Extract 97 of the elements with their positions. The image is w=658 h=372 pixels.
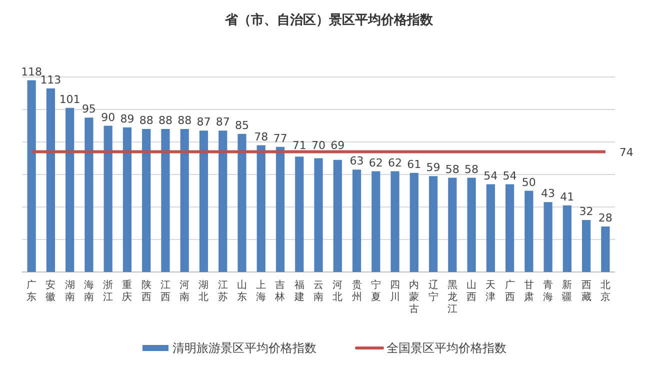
bar <box>333 160 342 272</box>
bar <box>27 80 36 272</box>
bar <box>410 172 418 272</box>
chart-title: 省（市、自治区）景区平均价格指数 <box>224 12 434 28</box>
data-label: 87 <box>196 116 211 129</box>
data-label: 63 <box>350 154 364 168</box>
x-tick-label: 内蒙古 <box>409 279 420 315</box>
x-tick-label: 广东 <box>26 279 37 303</box>
x-tick-label: 山东 <box>236 279 247 303</box>
x-tick-label: 福建 <box>293 279 304 303</box>
bar <box>486 184 495 272</box>
x-tick-label: 河南 <box>180 279 190 303</box>
bar <box>467 178 476 272</box>
x-tick-label: 湖南 <box>64 279 75 303</box>
x-tick-label: 湖北 <box>198 279 209 303</box>
data-label: 87 <box>216 116 230 129</box>
legend-label: 全国景区平均价格指数 <box>386 341 506 355</box>
x-tick-label: 甘肃 <box>524 279 534 303</box>
x-tick-label: 西藏 <box>581 280 592 303</box>
x-tick-label: 广西 <box>504 279 515 303</box>
x-tick-label: 上海 <box>256 279 266 303</box>
bar <box>582 220 591 272</box>
bar <box>390 171 400 272</box>
x-tick-label: 黑龙江 <box>447 280 458 315</box>
data-label: 89 <box>120 112 134 126</box>
bar <box>180 129 189 272</box>
bar <box>122 127 132 272</box>
data-label: 113 <box>40 73 62 86</box>
bar <box>295 156 304 272</box>
x-tick-label: 四川 <box>390 280 400 303</box>
data-label: 95 <box>82 102 96 116</box>
data-label: 58 <box>464 162 479 176</box>
bar <box>276 146 285 272</box>
x-tick-label: 海南 <box>84 279 94 303</box>
bar <box>218 130 228 272</box>
bar <box>84 118 94 272</box>
bar <box>104 126 112 272</box>
x-tick-label: 北京 <box>600 279 610 303</box>
x-tick-label: 陕西 <box>141 279 152 303</box>
x-tick-label: 浙江 <box>103 279 114 303</box>
bar <box>524 190 534 272</box>
x-tick-label: 宁夏 <box>370 279 381 303</box>
data-label: 28 <box>598 212 612 224</box>
data-label: 71 <box>292 138 306 152</box>
bar <box>161 129 170 272</box>
bar <box>238 134 246 272</box>
data-label: 62 <box>388 156 402 170</box>
data-label: 88 <box>158 114 172 127</box>
legend-label: 清明旅游景区平均价格指数 <box>172 341 316 355</box>
x-tick-label: 河北 <box>332 279 343 303</box>
bar <box>66 108 74 272</box>
data-label: 85 <box>234 118 249 132</box>
bar <box>199 130 208 272</box>
bar <box>562 205 572 272</box>
data-label: 70 <box>312 138 326 152</box>
data-label: 54 <box>484 169 498 182</box>
data-label: 78 <box>254 130 268 144</box>
x-tick-label: 青海 <box>543 279 554 303</box>
bar <box>505 184 514 272</box>
data-label: 54 <box>502 169 517 182</box>
bar <box>428 176 438 272</box>
data-label: 62 <box>368 156 383 170</box>
x-tick-label: 云南 <box>314 280 324 303</box>
data-label: 32 <box>579 205 594 218</box>
bar <box>46 88 55 272</box>
bar <box>256 145 266 272</box>
x-tick-label: 山西 <box>466 279 477 303</box>
data-label: 118 <box>21 65 42 78</box>
bar <box>142 129 151 272</box>
bar <box>352 170 362 272</box>
bar <box>544 202 552 272</box>
x-tick-label: 安徽 <box>46 279 56 303</box>
data-label: 90 <box>101 110 116 124</box>
data-label: 43 <box>541 187 556 200</box>
data-label: 101 <box>59 92 80 106</box>
x-tick-label: 天津 <box>486 280 496 303</box>
data-label: 88 <box>178 114 192 127</box>
x-tick-label: 辽宁 <box>428 279 438 303</box>
bar <box>372 171 380 272</box>
data-label: 88 <box>139 114 154 127</box>
data-label: 41 <box>560 190 574 204</box>
x-tick-label: 江苏 <box>218 279 228 303</box>
data-label: 58 <box>445 162 460 176</box>
x-tick-label: 吉林 <box>274 279 286 303</box>
x-tick-label: 新疆 <box>562 279 572 303</box>
x-tick-label: 重庆 <box>122 279 132 303</box>
data-label: 59 <box>426 161 440 174</box>
data-label: 74 <box>619 146 634 159</box>
data-label: 69 <box>330 138 345 152</box>
data-label: 61 <box>407 158 422 171</box>
bar <box>601 226 610 272</box>
x-tick-label: 江西 <box>160 279 170 303</box>
data-label: 77 <box>273 132 288 145</box>
x-tick-label: 贵州 <box>352 279 362 303</box>
data-label: 50 <box>522 176 536 189</box>
bar <box>448 178 457 272</box>
bar <box>314 158 323 272</box>
